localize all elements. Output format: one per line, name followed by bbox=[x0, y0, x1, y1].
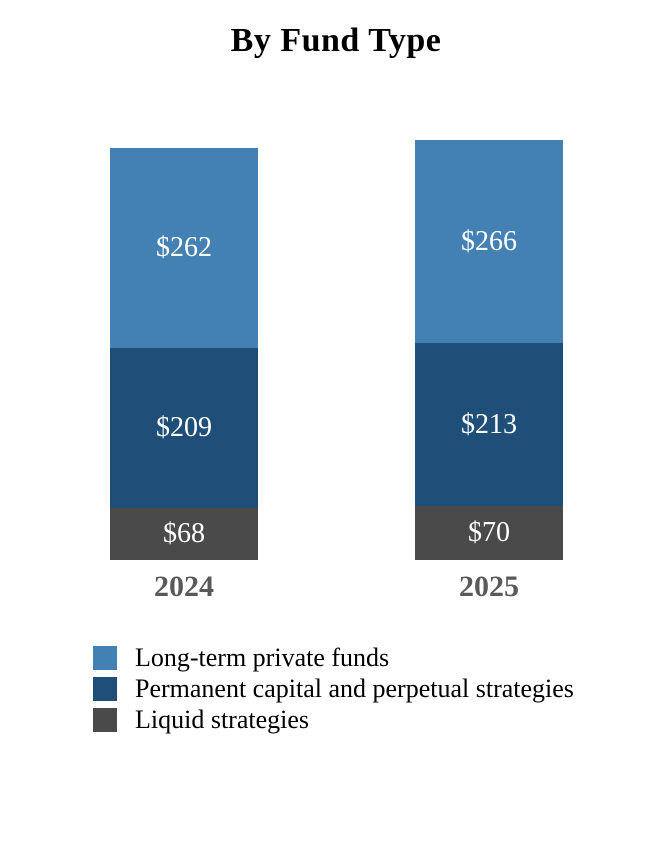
bar-value-label: $213 bbox=[461, 408, 517, 440]
legend-swatch-icon bbox=[93, 646, 117, 670]
legend-item-2: Liquid strategies bbox=[93, 705, 574, 734]
legend-label: Long-term private funds bbox=[135, 643, 390, 672]
legend-swatch-icon bbox=[93, 677, 117, 701]
chart-title: By Fund Type bbox=[230, 22, 442, 59]
category-label-2025: 2025 bbox=[459, 570, 519, 603]
legend-label: Permanent capital and perpetual strategi… bbox=[135, 674, 574, 703]
bar-segment-2024-series-2: $68 bbox=[110, 507, 258, 560]
bar-segment-2025-series-0: $266 bbox=[415, 140, 563, 344]
bar-value-label: $70 bbox=[468, 517, 510, 549]
legend-item-0: Long-term private funds bbox=[93, 643, 574, 672]
legend-label: Liquid strategies bbox=[135, 705, 310, 734]
legend-item-1: Permanent capital and perpetual strategi… bbox=[93, 674, 574, 703]
category-label-2024: 2024 bbox=[154, 570, 214, 603]
bar-value-label: $68 bbox=[163, 517, 205, 549]
legend-swatch-icon bbox=[93, 708, 117, 732]
bar-segment-2024-series-1: $209 bbox=[110, 348, 258, 508]
bar-segment-2025-series-2: $70 bbox=[415, 506, 563, 560]
bar-value-label: $266 bbox=[461, 225, 517, 257]
bar-value-label: $262 bbox=[156, 231, 212, 263]
bar-segment-2025-series-1: $213 bbox=[415, 343, 563, 507]
legend: Long-term private funds Permanent capital… bbox=[93, 643, 574, 739]
bar-segment-2024-series-0: $262 bbox=[110, 147, 258, 349]
bar-value-label: $209 bbox=[156, 412, 212, 444]
